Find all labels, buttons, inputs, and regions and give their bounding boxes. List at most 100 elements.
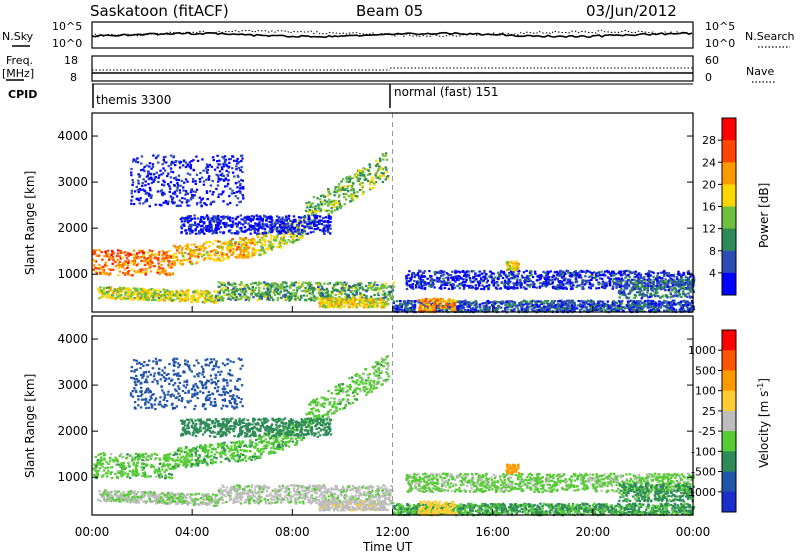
power-echo-cell <box>436 276 439 279</box>
power-echo-cell <box>312 289 315 292</box>
power-echo-cell <box>113 288 116 291</box>
power-echo-cell <box>170 255 173 258</box>
power-echo-cell <box>98 263 101 267</box>
power-echo-cell <box>323 199 326 202</box>
power-echo-cell <box>158 273 161 276</box>
power-echo-cell <box>405 277 408 280</box>
power-echo-cell <box>309 283 312 286</box>
power-echo-cell <box>214 254 217 257</box>
power-echo-cell <box>100 290 103 293</box>
power-echo-cell <box>367 169 370 172</box>
power-echo-cell <box>129 274 132 277</box>
power-echo-cell <box>625 274 628 277</box>
power-echo-cell <box>595 307 598 310</box>
power-echo-cell <box>231 283 234 286</box>
power-echo-cell <box>127 254 130 257</box>
power-echo-cell <box>433 286 436 289</box>
power-echo-cell <box>522 310 525 313</box>
power-echo-cell <box>653 301 657 304</box>
power-echo-cell <box>231 293 234 296</box>
power-echo-cell <box>264 283 268 286</box>
power-echo-cell <box>637 287 640 290</box>
power-echo-cell <box>363 294 366 297</box>
power-echo-cell <box>429 279 432 282</box>
noise-panel-frame <box>91 21 694 49</box>
power-echo-cell <box>660 302 664 305</box>
power-echo-cell <box>93 252 97 255</box>
power-echo-cell <box>200 255 204 258</box>
power-echo-cell <box>353 175 357 178</box>
power-echo-cell <box>655 284 659 287</box>
power-echo-cell <box>279 237 283 240</box>
power-echo-cell <box>682 271 685 274</box>
power-echo-cell <box>408 280 411 283</box>
power-echo-cell <box>210 294 214 297</box>
power-echo-cell <box>682 300 686 303</box>
power-echo-cell <box>159 298 162 302</box>
power-echo-cell <box>287 291 290 294</box>
power-echo-cell <box>648 305 651 308</box>
power-echo-cell <box>587 299 590 302</box>
power-echo-cell <box>305 294 309 297</box>
power-echo-cell <box>440 300 444 303</box>
power-echo-cell <box>571 300 574 303</box>
power-echo-cell <box>460 308 463 311</box>
noise-left-tick-bottom: 10^0 <box>52 37 82 50</box>
power-echo-cell <box>149 261 152 264</box>
power-echo-cell <box>168 260 171 263</box>
power-echo-cell <box>529 271 532 274</box>
power-echo-cell <box>362 167 365 170</box>
power-echo-cell <box>492 278 495 281</box>
power-echo-cell <box>262 234 266 237</box>
power-echo-cell <box>425 308 428 311</box>
power-echo-cell <box>513 269 516 272</box>
power-echo-cell <box>670 274 673 277</box>
power-echo-cell <box>598 274 602 277</box>
power-echo-cell <box>505 276 509 279</box>
power-echo-cell <box>456 285 459 288</box>
power-echo-cell <box>494 286 498 289</box>
power-echo-cell <box>498 306 501 309</box>
power-echo-cell <box>164 292 167 295</box>
power-echo-cell <box>347 293 351 297</box>
power-echo-cell <box>632 300 636 303</box>
power-echo-cell <box>419 277 422 281</box>
power-echo-cell <box>221 253 224 256</box>
power-echo-cell <box>351 303 354 306</box>
power-echo-cell <box>675 288 678 291</box>
power-echo-cell <box>422 304 425 307</box>
power-echo-cell <box>181 293 184 297</box>
power-echo-cell <box>260 236 264 239</box>
power-echo-cell <box>646 296 650 299</box>
power-echo-cell <box>172 256 175 259</box>
power-echo-cell <box>549 305 552 308</box>
power-echo-cell <box>490 272 494 275</box>
power-echo-cell <box>564 277 567 280</box>
power-echo-cell <box>134 159 137 162</box>
power-echo-cell <box>486 279 490 282</box>
power-echo-cell <box>346 286 349 289</box>
power-echo-cell <box>111 289 114 292</box>
power-echo-cell <box>559 282 562 286</box>
power-echo-cell <box>687 286 690 289</box>
power-echo-cell <box>320 291 324 294</box>
power-echo-cell <box>476 287 479 290</box>
power-echo-cell <box>281 282 284 285</box>
power-echo-cell <box>633 308 636 311</box>
power-echo-cell <box>239 249 243 252</box>
power-echo-cell <box>284 297 287 300</box>
power-echo-cell <box>253 289 257 292</box>
power-echo-cell <box>193 252 196 255</box>
power-echo-cell <box>458 300 462 303</box>
power-echo-cell <box>348 184 352 187</box>
power-echo-cell <box>668 275 672 278</box>
power-echo-cell <box>591 276 594 280</box>
power-echo-cell <box>307 287 311 290</box>
power-echo-cell <box>604 304 608 308</box>
power-echo-cell <box>213 299 217 302</box>
power-echo-cell <box>365 303 369 306</box>
power-echo-cell <box>276 246 279 249</box>
power-echo-cell <box>670 286 673 289</box>
power-echo-cell <box>238 237 242 240</box>
power-echo-cell <box>397 307 400 310</box>
